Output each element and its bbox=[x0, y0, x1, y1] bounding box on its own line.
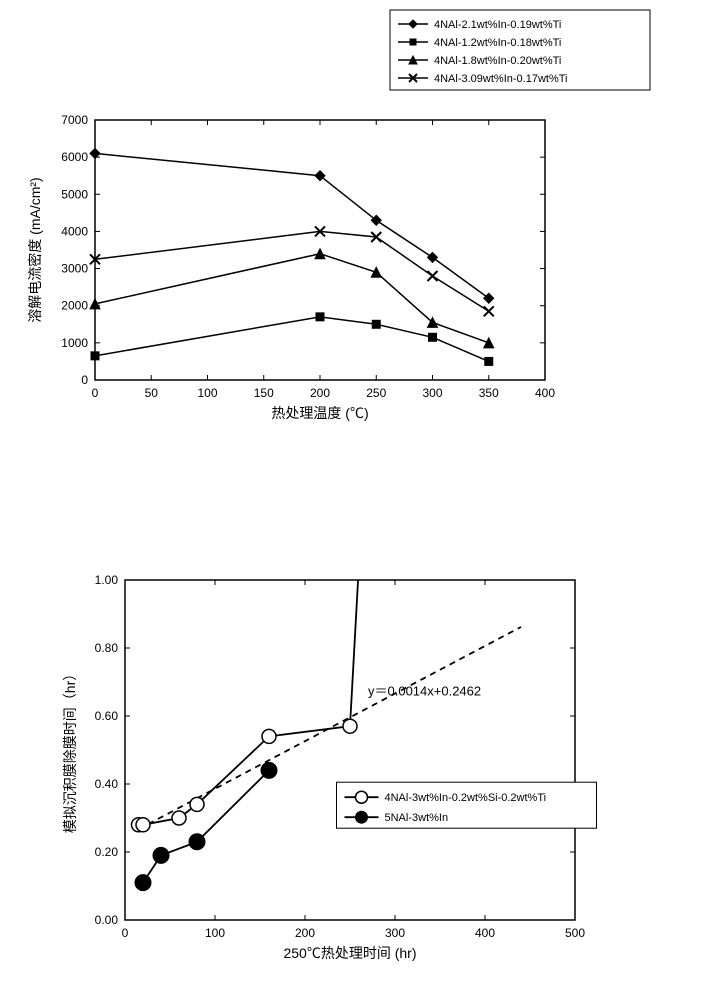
chart2-ytick: 0.20 bbox=[95, 845, 119, 859]
chart2-xtick: 0 bbox=[122, 926, 129, 940]
chart2-xtick: 400 bbox=[475, 926, 495, 940]
chart2-ytick: 0.00 bbox=[95, 913, 119, 927]
chart2-ylabel: 模拟沉积膜除膜时间（hr） bbox=[62, 667, 78, 833]
chart2-legend-label: 4NAl-3wt%In-0.2wt%Si-0.2wt%Ti bbox=[385, 792, 547, 804]
chart2-xtick: 200 bbox=[295, 926, 315, 940]
chart2-xtick: 100 bbox=[205, 926, 225, 940]
chart2-xtick: 500 bbox=[565, 926, 585, 940]
chart2-ytick: 0.40 bbox=[95, 777, 119, 791]
chart2-xlabel: 250℃热处理时间 (hr) bbox=[283, 945, 416, 961]
chart2: 0.00 0.20 0.40 0.60 0.80 1.00 0 100 200 300 400 500… bbox=[0, 0, 717, 1000]
chart2-legend-label: 5NAl-3wt%In bbox=[385, 812, 449, 824]
chart2-ytick: 1.00 bbox=[95, 573, 119, 587]
chart2-equation: y＝0.0014x+0.2462 bbox=[368, 684, 481, 699]
chart2-ytick: 0.80 bbox=[95, 641, 119, 655]
chart2-xtick: 300 bbox=[385, 926, 405, 940]
chart2-ytick: 0.60 bbox=[95, 709, 119, 723]
